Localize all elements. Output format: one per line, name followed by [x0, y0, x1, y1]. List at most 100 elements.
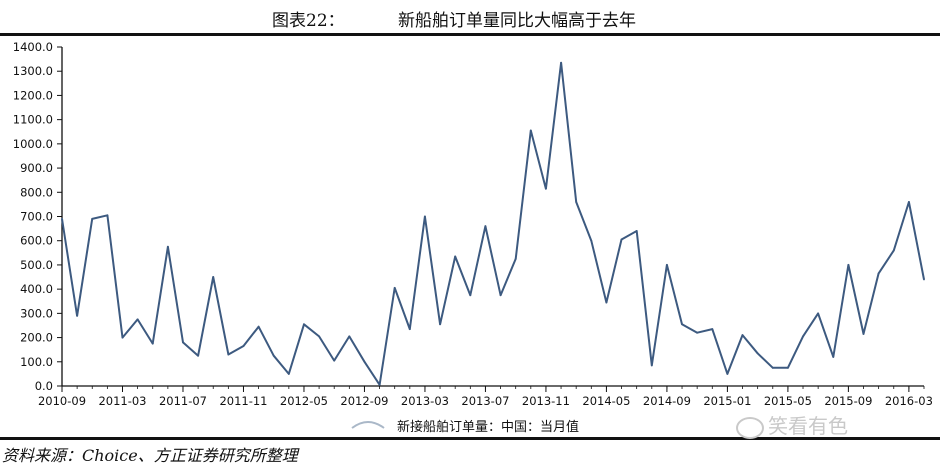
top-rule — [0, 33, 940, 36]
data-point — [424, 215, 426, 218]
data-point — [711, 328, 714, 330]
data-point — [257, 325, 260, 328]
data-point — [666, 264, 668, 266]
data-point — [151, 342, 154, 345]
y-tick-label: 1000.0 — [13, 137, 53, 151]
wechat-icon — [736, 416, 764, 439]
data-point — [121, 336, 124, 339]
y-tick-label: 1400.0 — [13, 40, 53, 54]
y-tick-label: 0.0 — [35, 379, 53, 393]
data-point — [923, 278, 925, 281]
source-note: 资料来源：Choice、方正证券研究所整理 — [2, 446, 298, 465]
data-point — [469, 294, 472, 297]
data-point — [303, 323, 305, 326]
data-point — [726, 372, 729, 375]
x-tick-label: 2013-11 — [522, 394, 570, 408]
data-point — [786, 366, 789, 369]
data-point — [91, 218, 94, 220]
data-point — [802, 335, 804, 338]
data-point — [227, 353, 230, 356]
y-tick-label: 1300.0 — [13, 64, 53, 78]
x-tick-label: 2014-05 — [582, 394, 630, 408]
data-point — [590, 239, 593, 242]
x-tick-label: 2012-09 — [340, 394, 388, 408]
data-point — [333, 359, 336, 362]
x-tick-label: 2011-03 — [98, 394, 146, 408]
x-tick-label: 2011-07 — [159, 394, 207, 408]
legend-label: 新接船舶订单量：中国：当月值 — [397, 419, 579, 435]
data-point — [862, 333, 865, 335]
x-tick-label: 2015-09 — [824, 394, 872, 408]
data-point — [575, 201, 578, 203]
data-point — [378, 383, 381, 386]
data-point — [545, 187, 547, 190]
data-point — [877, 272, 880, 275]
data-point — [650, 364, 653, 367]
data-point — [499, 294, 502, 297]
data-point — [393, 287, 396, 289]
data-point — [484, 225, 487, 228]
x-tick-label: 2010-09 — [38, 394, 86, 408]
legend-line-swatch — [351, 421, 385, 429]
y-tick-label: 300.0 — [20, 306, 53, 320]
y-tick-label: 1100.0 — [13, 113, 53, 127]
data-point — [182, 341, 184, 344]
x-tick-label: 2016-03 — [885, 394, 933, 408]
y-tick-label: 900.0 — [20, 161, 53, 175]
data-point — [287, 372, 290, 375]
data-point — [318, 335, 320, 338]
watermark-text: 笑看有色 — [768, 414, 848, 438]
x-tick-label: 2012-05 — [280, 394, 328, 408]
data-point — [907, 201, 910, 203]
data-point — [681, 323, 683, 326]
data-point — [605, 301, 608, 304]
data-point — [817, 312, 820, 315]
y-tick-label: 800.0 — [20, 185, 53, 199]
data-point — [408, 328, 411, 330]
data-point — [272, 354, 275, 357]
x-tick-label: 2015-01 — [703, 394, 751, 408]
y-tick-label: 700.0 — [20, 210, 53, 224]
x-tick-label: 2015-05 — [764, 394, 812, 408]
data-point — [741, 334, 744, 337]
data-point — [363, 360, 366, 363]
x-tick-label: 2013-03 — [401, 394, 449, 408]
y-tick-label: 100.0 — [20, 355, 53, 369]
y-tick-label: 200.0 — [20, 331, 53, 345]
data-point — [560, 61, 562, 64]
y-tick-label: 1200.0 — [13, 88, 53, 102]
y-tick-label: 400.0 — [20, 282, 53, 296]
x-axis: 2010-09 2011-03 2011-07 2011-11 2012-05 2012-… — [38, 385, 933, 408]
data-point — [61, 218, 63, 220]
figure-header: 图表22： 新船舶订单量同比大幅高于去年 — [0, 0, 940, 34]
data-point — [514, 257, 517, 260]
data-point — [756, 352, 759, 355]
data-point — [771, 366, 774, 369]
y-tick-label: 600.0 — [20, 234, 53, 248]
data-point — [136, 318, 139, 321]
data-point — [76, 314, 79, 317]
data-point — [166, 245, 169, 248]
y-axis: 0.0 100.0 200.0 300.0 400.0 500.0 600.0 700.0 80… — [13, 40, 63, 393]
data-point — [454, 255, 457, 258]
data-point — [635, 230, 638, 232]
data-point — [529, 129, 532, 132]
x-tick-label: 2014-09 — [643, 394, 691, 408]
data-point — [106, 214, 109, 217]
legend: 新接船舶订单量：中国：当月值 — [351, 419, 579, 435]
data-point — [832, 356, 835, 358]
data-point — [892, 249, 895, 252]
figure-label: 图表22： — [272, 11, 345, 31]
data-point — [242, 345, 245, 347]
data-point — [348, 335, 351, 338]
x-tick-label: 2011-11 — [219, 394, 267, 408]
bottom-rule — [0, 437, 940, 440]
y-tick-label: 500.0 — [20, 258, 53, 272]
x-tick-label: 2013-07 — [461, 394, 509, 408]
data-point — [197, 354, 200, 357]
series-line — [61, 61, 925, 386]
data-point — [212, 276, 215, 278]
watermark: 笑看有色 — [736, 410, 848, 439]
series-layer — [61, 61, 925, 386]
